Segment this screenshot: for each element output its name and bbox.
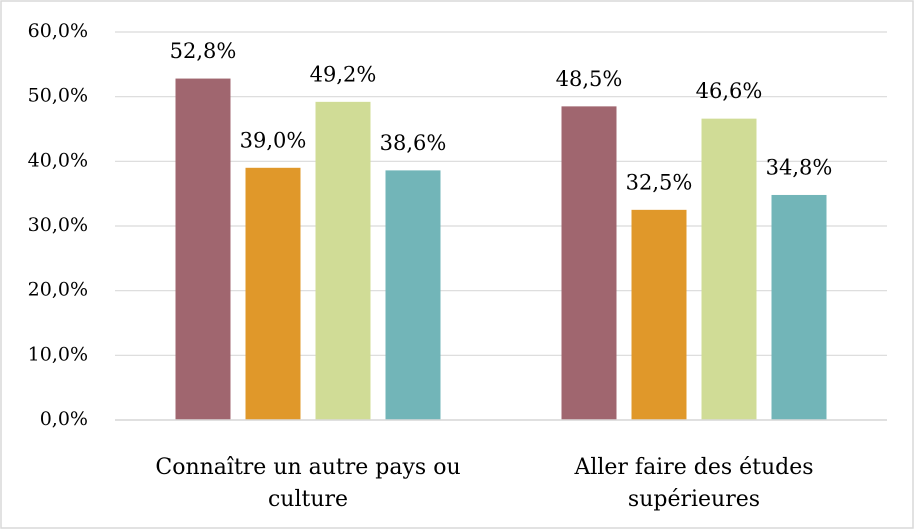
y-tick-label: 0,0% bbox=[40, 408, 88, 430]
y-tick-label: 60,0% bbox=[28, 20, 88, 42]
data-label: 52,8% bbox=[170, 39, 237, 63]
data-label: 32,5% bbox=[626, 170, 693, 194]
y-tick-label: 30,0% bbox=[28, 214, 88, 236]
data-label: 49,2% bbox=[310, 62, 377, 86]
bar bbox=[175, 78, 231, 420]
data-label: 48,5% bbox=[556, 67, 623, 91]
bar bbox=[245, 167, 301, 420]
bar bbox=[631, 209, 687, 420]
bar bbox=[701, 118, 757, 421]
bar bbox=[561, 106, 617, 420]
bar bbox=[385, 170, 441, 420]
y-tick-label: 10,0% bbox=[28, 343, 88, 365]
data-label: 34,8% bbox=[766, 155, 833, 179]
bar bbox=[771, 194, 827, 420]
data-label: 46,6% bbox=[696, 79, 763, 103]
data-label: 39,0% bbox=[240, 128, 307, 152]
y-tick-label: 50,0% bbox=[28, 85, 88, 107]
y-tick-label: 20,0% bbox=[28, 279, 88, 301]
data-label: 38,6% bbox=[380, 131, 447, 155]
y-tick-label: 40,0% bbox=[28, 149, 88, 171]
bar bbox=[315, 101, 371, 420]
x-tick-label: Aller faire des études supérieures bbox=[573, 455, 813, 512]
x-tick-label: Connaître un autre pays ou culture bbox=[155, 455, 460, 512]
